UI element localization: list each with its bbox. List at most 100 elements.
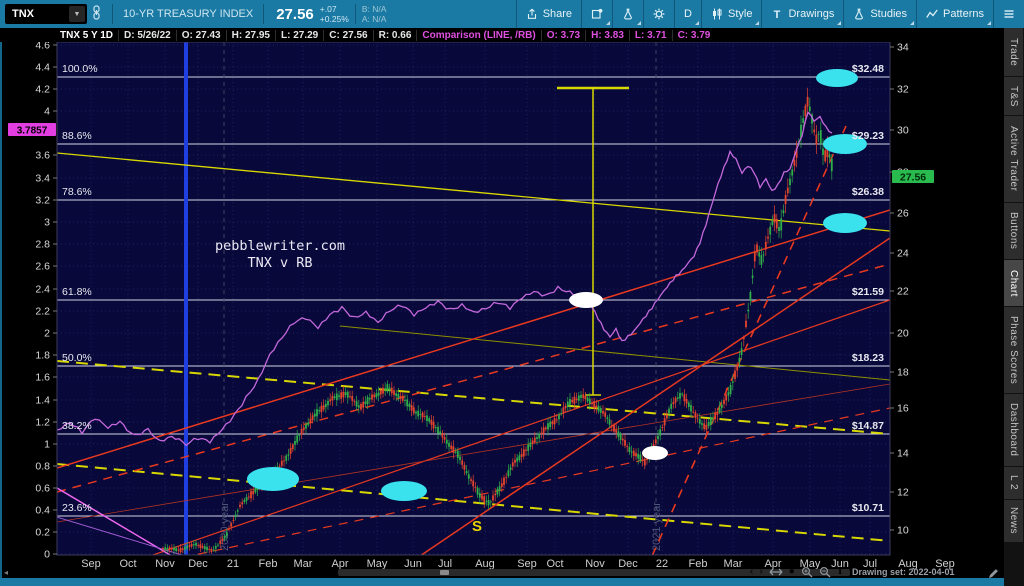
bid-ask: B: N/A A: N/A — [361, 4, 387, 24]
red-channel-lower[interactable] — [150, 299, 890, 556]
ellipse-marker[interactable] — [247, 467, 299, 491]
svg-text:26: 26 — [897, 208, 909, 220]
studies-button[interactable]: Studies — [843, 0, 916, 28]
style-button[interactable]: Style — [701, 0, 761, 28]
svg-text:Sep: Sep — [517, 558, 537, 570]
svg-text:0.2: 0.2 — [35, 527, 50, 539]
timeframe-button[interactable]: D — [674, 0, 701, 28]
ohlc-field: O: 27.43 — [175, 29, 226, 41]
yellow-dashed-lower[interactable] — [57, 463, 890, 542]
toolbar-buttons: Share D Style T Drawings Studies Patterns — [515, 0, 1024, 28]
svg-text:27.56: 27.56 — [900, 172, 926, 184]
red-thin[interactable] — [57, 383, 890, 523]
svg-text:22: 22 — [897, 286, 909, 298]
yellow-dashed-upper[interactable] — [57, 360, 890, 435]
sidebar-tab-active-trader[interactable]: Active Trader — [1004, 116, 1023, 202]
patterns-button[interactable]: Patterns — [916, 0, 993, 28]
sidebar-tab-buttons[interactable]: Buttons — [1004, 203, 1023, 259]
trendlines[interactable] — [30, 125, 890, 584]
left-price-axis[interactable]: 4.6 4.4 4.2 4 3.6 3.4 3.2 3 2.8 2.6 2.4 2.2 2 1.8 1.6 1… — [8, 40, 57, 561]
sidebar-tab-t-s[interactable]: T&S — [1004, 77, 1023, 115]
svg-text:61.8%: 61.8% — [62, 286, 92, 298]
reset-zoom-icon[interactable]: ● — [788, 566, 795, 577]
svg-text:Mar: Mar — [724, 558, 743, 570]
sidebar-tab-dashboard[interactable]: Dashboard — [1004, 394, 1023, 466]
comparison-label: Comparison (LINE, /RB) — [416, 29, 540, 41]
svg-text:2020 year: 2020 year — [219, 502, 231, 551]
window-edge — [0, 28, 2, 578]
svg-text:50.0%: 50.0% — [62, 352, 92, 364]
fib-labels: 100.0% $32.48 88.6% $29.23 78.6% $26.38 61.8% $… — [62, 63, 884, 514]
violet-trendline[interactable] — [40, 512, 205, 562]
svg-text:78.6%: 78.6% — [62, 186, 92, 198]
svg-text:Apr: Apr — [764, 558, 781, 570]
drawings-button[interactable]: T Drawings — [761, 0, 843, 28]
analysis-button[interactable] — [612, 0, 643, 28]
chart-title: TNX 5 Y 1D — [60, 29, 113, 41]
ohlc-field: C: 27.56 — [323, 29, 373, 41]
pencil-icon[interactable] — [988, 566, 999, 584]
svg-text:Jun: Jun — [831, 558, 849, 570]
svg-text:18: 18 — [897, 367, 909, 379]
text-tool-icon[interactable]: T — [836, 566, 844, 577]
settings-button[interactable] — [643, 0, 674, 28]
pan-right-icon[interactable]: › — [759, 566, 763, 577]
ellipse-marker[interactable] — [816, 69, 858, 87]
s-annotation[interactable]: S — [472, 518, 482, 535]
svg-text:1.8: 1.8 — [35, 350, 50, 362]
rb-comparison-line[interactable] — [57, 111, 833, 447]
svg-text:0.4: 0.4 — [35, 505, 50, 517]
symbol-dropdown[interactable]: TNX ▼ — [5, 4, 87, 24]
ohlc-bar: TNX 5 Y 1D D: 5/26/22 O: 27.43 H: 27.95 L: … — [0, 28, 1004, 42]
svg-text:3.7857: 3.7857 — [17, 126, 48, 137]
ellipse-marker[interactable] — [823, 213, 867, 233]
symbol-text: TNX — [12, 8, 34, 20]
svg-text:Nov: Nov — [585, 558, 605, 570]
zoom-in-icon[interactable] — [801, 566, 813, 578]
sidebar-tab-chart[interactable]: Chart — [1004, 260, 1023, 306]
svg-text:88.6%: 88.6% — [62, 130, 92, 142]
collapse-panel-arrow[interactable]: ◂ — [4, 568, 9, 577]
svg-text:May: May — [367, 558, 388, 570]
svg-text:22: 22 — [656, 558, 668, 570]
red-channel-mid[interactable] — [57, 209, 890, 469]
time-scrollbar[interactable] — [338, 569, 850, 576]
svg-text:14: 14 — [897, 448, 909, 460]
symbol-description: 10-YR TREASURY INDEX — [123, 8, 254, 20]
pan-left-icon[interactable]: ‹ — [750, 566, 754, 577]
svg-text:2.6: 2.6 — [35, 261, 50, 273]
svg-text:3: 3 — [44, 217, 50, 229]
link-charts-icon[interactable] — [91, 5, 102, 23]
fit-width-icon[interactable] — [769, 567, 783, 577]
tnx-price-flag — [892, 170, 934, 183]
ohlc-field: D: 5/26/22 — [118, 29, 176, 41]
yellow-trendline-upper[interactable] — [57, 152, 890, 232]
time-axis[interactable]: Sep Oct Nov Dec 21 Feb Mar Apr May Jun Jul Aug Sep Oc… — [81, 558, 955, 570]
svg-text:Dec: Dec — [188, 558, 208, 570]
svg-text:$10.71: $10.71 — [852, 502, 884, 514]
sidebar-tab-l-2[interactable]: L 2 — [1004, 467, 1023, 499]
menu-icon — [1004, 10, 1014, 18]
sidebar-tab-news[interactable]: News — [1004, 500, 1023, 542]
ellipse-marker[interactable] — [569, 292, 603, 308]
menu-button[interactable] — [993, 0, 1024, 28]
ellipse-marker[interactable] — [642, 446, 668, 460]
ellipse-drawings[interactable] — [247, 69, 867, 501]
sidebar-tab-trade[interactable]: Trade — [1004, 28, 1023, 76]
share-button[interactable]: Share — [515, 0, 581, 28]
ellipse-marker[interactable] — [823, 134, 867, 154]
red-support-steep[interactable] — [420, 237, 890, 556]
svg-text:$14.87: $14.87 — [852, 420, 884, 432]
time-scrollbar-handle[interactable] — [440, 570, 449, 575]
alerts-button[interactable] — [581, 0, 612, 28]
olive-trendline[interactable] — [339, 325, 890, 381]
top-toolbar: TNX ▼ 10-YR TREASURY INDEX 27.56 +.07 +0.… — [0, 0, 1024, 28]
sidebar-tab-phase-scores[interactable]: Phase Scores — [1004, 307, 1023, 393]
red-dashed-lower[interactable] — [57, 407, 890, 584]
flask-icon — [855, 8, 864, 20]
zoom-out-icon[interactable] — [819, 566, 831, 578]
ellipse-marker[interactable] — [381, 481, 427, 501]
ohlc-field: C: 3.79 — [671, 29, 716, 41]
right-price-axis[interactable]: 3432302826242220181614121027.56 — [890, 42, 934, 537]
